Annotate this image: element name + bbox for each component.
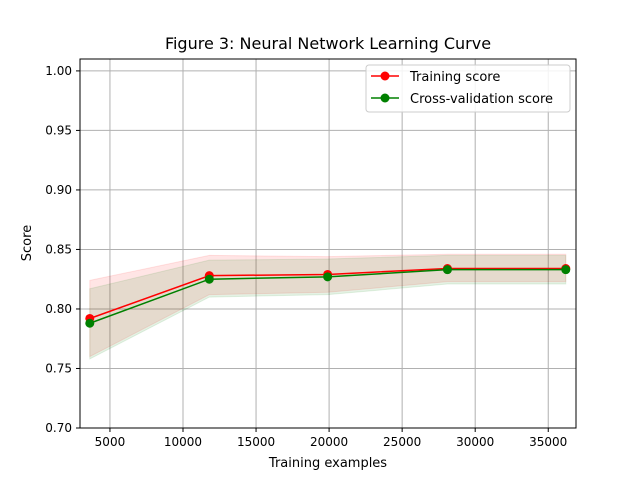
plot-frame — [79, 58, 577, 429]
series-lines — [85, 263, 571, 328]
x-tick-label: 10000 — [164, 435, 202, 449]
y-axis-label: Score — [20, 225, 35, 261]
x-tick-label: 25000 — [383, 435, 421, 449]
cross-validation-score-point — [442, 265, 452, 275]
cross-validation-score-legend-marker — [380, 93, 390, 103]
y-tick-label: 0.95 — [45, 123, 72, 137]
cross-validation-score-point — [323, 272, 333, 282]
y-tick-label: 0.70 — [45, 421, 72, 435]
y-tick-label: 1.00 — [45, 64, 72, 78]
x-axis-label: Training examples — [268, 456, 387, 471]
legend-box — [365, 64, 571, 113]
y-tick-label: 0.90 — [45, 183, 72, 197]
y-tick-label: 0.75 — [45, 361, 72, 375]
y-tick-label: 0.85 — [45, 242, 72, 256]
x-tick-label: 30000 — [456, 435, 494, 449]
chart-title: Figure 3: Neural Network Learning Curve — [165, 34, 491, 53]
x-tick-label: 15000 — [237, 435, 275, 449]
training-score-legend-marker — [380, 71, 390, 81]
x-tick-label: 20000 — [310, 435, 348, 449]
cross-validation-score-legend-label: Cross-validation score — [410, 92, 553, 107]
y-tick-label: 0.80 — [45, 302, 72, 316]
legend: Training score Cross-validation score — [365, 64, 571, 113]
cross-validation-score-point — [561, 265, 571, 275]
x-tick-label: 5000 — [95, 435, 126, 449]
axis-ticks: 5000 10000 15000 20000 25000 30000 35000 0.70 0.… — [45, 64, 567, 449]
cross-validation-score-point — [204, 274, 214, 284]
cross-validation-score-point — [85, 318, 95, 328]
training-score-legend-label: Training score — [409, 70, 500, 85]
x-tick-label: 35000 — [529, 435, 567, 449]
